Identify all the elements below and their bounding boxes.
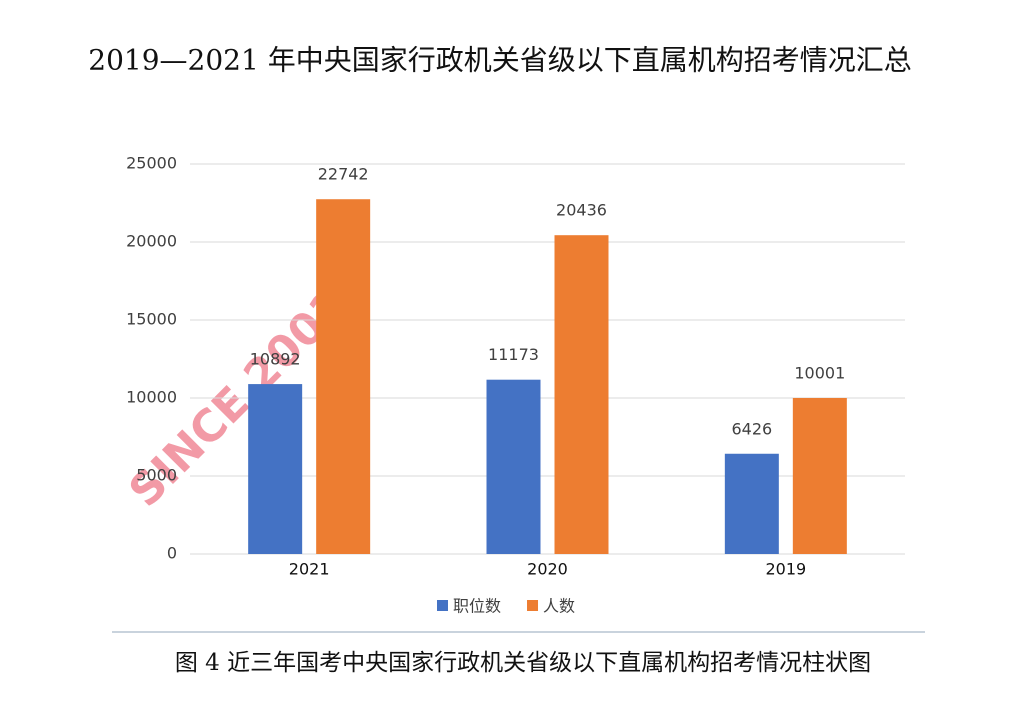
figure-caption: 图 4 近三年国考中央国家行政机关省级以下直属机构招考情况柱状图 (175, 650, 871, 676)
bar (248, 384, 303, 554)
legend-label: 职位数 (453, 597, 501, 616)
x-tick-label: 2021 (289, 560, 330, 579)
chart-title: 2019—2021 年中央国家行政机关省级以下直属机构招考情况汇总 (88, 44, 911, 77)
data-label: 20436 (556, 201, 607, 220)
y-tick-label: 0 (167, 544, 177, 563)
bar (792, 397, 847, 554)
data-label: 6426 (731, 419, 772, 438)
data-label: 22742 (318, 165, 369, 184)
bar (316, 199, 371, 554)
y-tick-label: 5000 (136, 466, 177, 485)
y-tick-label: 15000 (126, 310, 177, 329)
y-tick-label: 25000 (126, 154, 177, 173)
bar (554, 235, 609, 554)
bar (724, 453, 779, 554)
y-tick-label: 20000 (126, 232, 177, 251)
legend-swatch (527, 600, 539, 611)
data-label: 10892 (250, 350, 301, 369)
bar (486, 379, 541, 554)
data-label: 11173 (488, 345, 539, 364)
x-tick-label: 2020 (527, 560, 568, 579)
x-tick-label: 2019 (765, 560, 806, 579)
data-label: 10001 (794, 363, 845, 382)
legend-swatch (437, 600, 448, 611)
y-tick-label: 10000 (126, 388, 177, 407)
legend-label: 人数 (543, 597, 575, 616)
